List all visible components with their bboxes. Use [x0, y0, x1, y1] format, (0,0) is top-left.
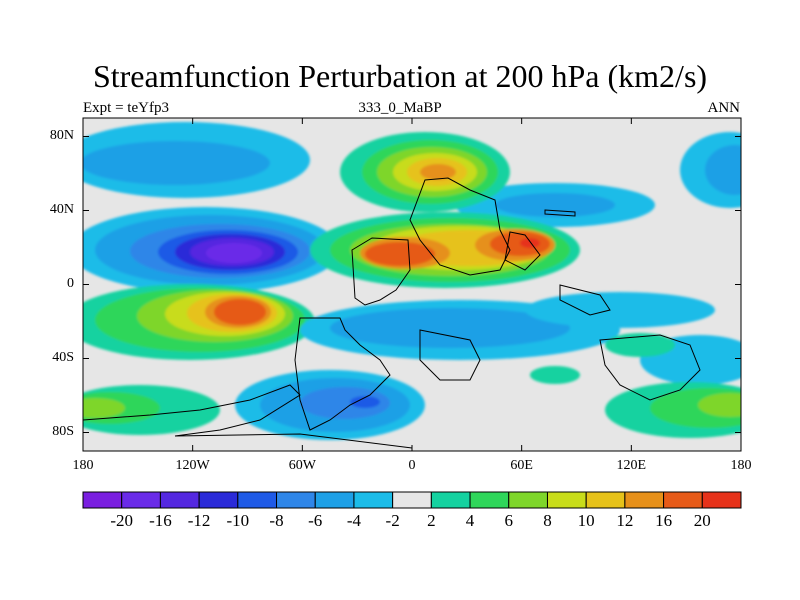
lat-tick-label: 0: [67, 275, 74, 291]
colorbar-swatch: [663, 491, 703, 509]
experiment-label: Expt = teYfp3: [83, 100, 169, 116]
lat-tick-label: 40N: [49, 201, 74, 217]
colorbar-swatch: [276, 491, 316, 509]
lat-tick-label: 80S: [52, 423, 74, 439]
colorbar-swatch: [430, 491, 471, 509]
colorbar-label: -10: [226, 511, 250, 530]
contour-south-atlantic-low: [235, 370, 425, 440]
colorbar-label: -6: [308, 511, 323, 530]
lon-tick-label: 120W: [175, 458, 210, 473]
period-label: ANN: [707, 100, 741, 116]
colorbar: [82, 491, 742, 509]
colorbar-label: 4: [465, 511, 475, 530]
contour-fields: [83, 122, 741, 440]
chart-title: Streamfunction Perturbation at 200 hPa (…: [92, 58, 708, 94]
lat-tick-label: 80N: [49, 127, 74, 143]
lon-tick-label: 180: [730, 458, 752, 473]
colorbar-swatch: [159, 491, 200, 509]
colorbar-label: -8: [269, 511, 284, 530]
coastlines: [83, 177, 701, 449]
colorbar-label: -12: [187, 511, 211, 530]
contour-southeast-high: [605, 382, 741, 438]
colorbar-swatch: [353, 491, 394, 509]
contour-nw-negative: [83, 122, 310, 198]
contour-asian-high: [310, 212, 580, 288]
colorbar-swatch: [585, 491, 626, 509]
colorbar-swatch: [314, 491, 355, 509]
colorbar-swatch: [237, 491, 278, 509]
colorbar-swatch: [198, 491, 239, 509]
axis-ticks: [82, 118, 742, 451]
colorbar-label: 12: [616, 511, 634, 530]
colorbar-swatch: [469, 491, 510, 509]
lon-tick-label: 0: [408, 458, 416, 473]
lon-tick-label: 60W: [288, 458, 316, 473]
lat-tick-label: 40S: [52, 349, 74, 365]
colorbar-label: 10: [577, 511, 595, 530]
colorbar-swatch: [546, 491, 587, 509]
contour-pacific-low: [83, 207, 340, 293]
lon-tick-label: 180: [72, 458, 94, 473]
colorbar-label: 6: [504, 511, 514, 530]
colorbar-label: -16: [149, 511, 172, 530]
colorbar-swatch: [508, 491, 548, 509]
colorbar-label: -20: [110, 511, 134, 530]
contour-north-high: [340, 132, 510, 212]
contour-small-high-2: [605, 333, 675, 357]
lon-tick-label: 120E: [616, 458, 647, 473]
lon-tick-label: 60E: [510, 458, 533, 473]
colorbar-swatch: [701, 491, 742, 509]
contour-south-pacific-high: [83, 284, 315, 360]
colorbar-label: 2: [427, 511, 436, 530]
colorbar-label: 20: [693, 511, 711, 530]
colorbar-swatch: [121, 491, 161, 509]
colorbar-swatch: [392, 491, 432, 509]
colorbar-label: 16: [655, 511, 673, 530]
run-label: 333_0_MaBP: [358, 100, 442, 116]
colorbar-label: -2: [385, 511, 400, 530]
colorbar-swatch: [624, 491, 665, 509]
colorbar-label: -4: [346, 511, 362, 530]
colorbar-label: 8: [543, 511, 552, 530]
contour-small-high-1: [530, 366, 580, 384]
colorbar-swatch: [82, 491, 123, 509]
